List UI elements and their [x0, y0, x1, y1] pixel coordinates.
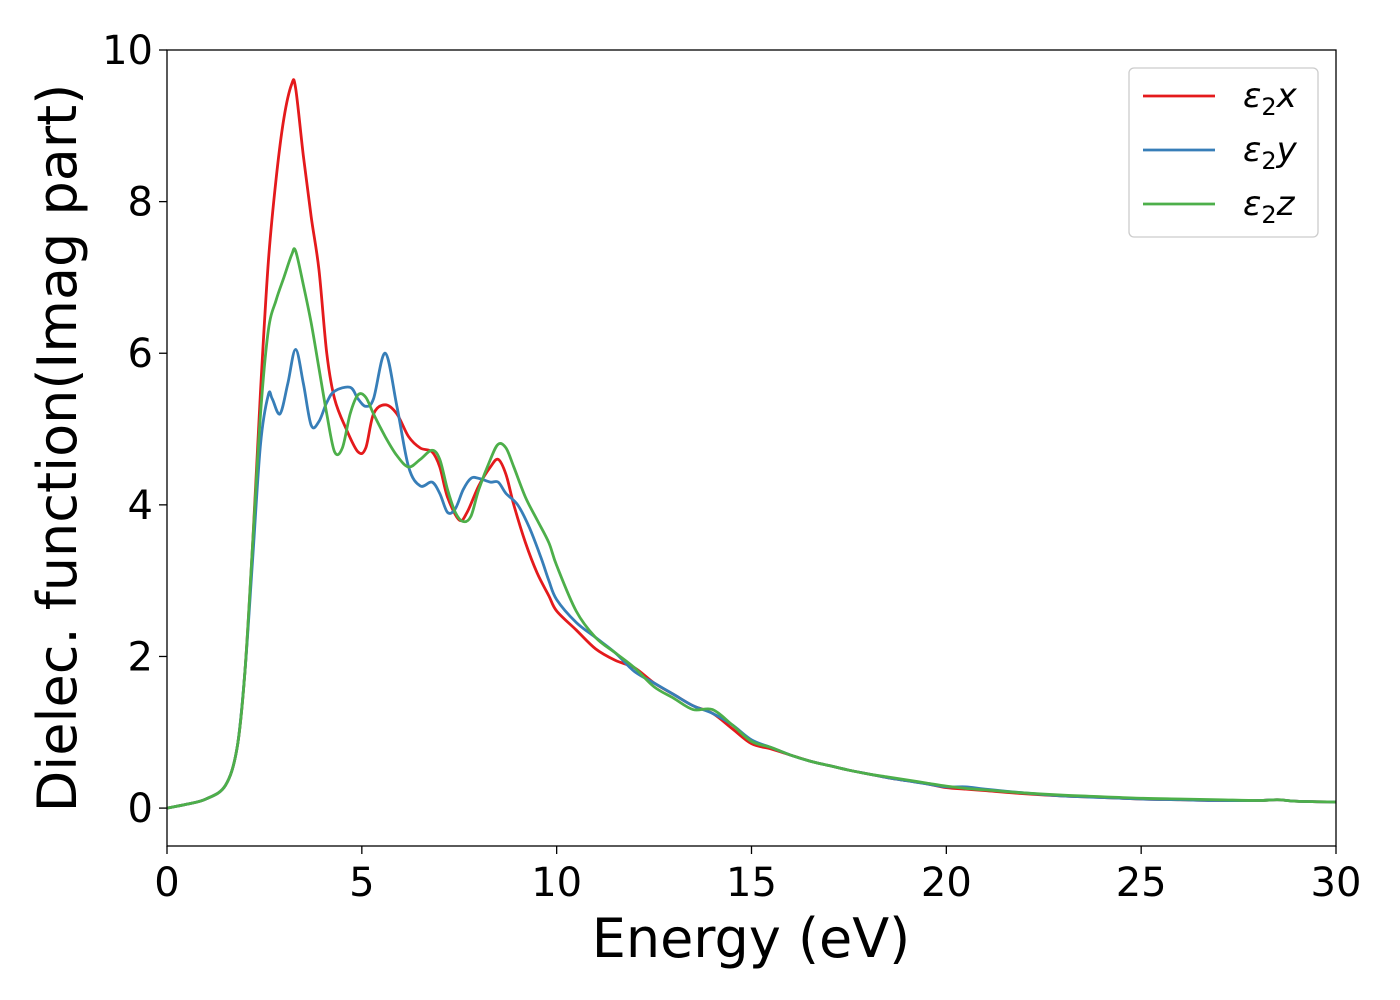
y-tick-label: 6	[128, 331, 153, 377]
x-tick-label: 25	[1116, 860, 1167, 906]
x-tick-label: 0	[154, 860, 179, 906]
x-tick-label: 30	[1311, 860, 1362, 906]
x-axis-title: Energy (eV)	[592, 907, 911, 970]
y-tick-label: 4	[128, 483, 153, 529]
y-tick-label: 2	[128, 634, 153, 680]
y-tick-label: 10	[102, 28, 153, 74]
x-tick-label: 5	[349, 860, 374, 906]
x-tick-label: 20	[921, 860, 972, 906]
y-tick-label: 8	[128, 180, 153, 226]
series-line-z	[166, 247, 1337, 810]
y-axis: 0 2 4 6 8 10	[102, 28, 167, 832]
y-axis-title: Dielec. function(Imag part)	[26, 84, 89, 813]
legend-label-z: ε2z	[1243, 184, 1296, 229]
x-tick-label: 15	[726, 860, 777, 906]
x-tick-label: 10	[531, 860, 582, 906]
legend-box	[1128, 67, 1319, 238]
legend-label-y: ε2y	[1243, 130, 1298, 175]
y-tick-label: 0	[128, 786, 153, 832]
legend: ε2x ε2y ε2z	[1128, 67, 1319, 238]
plot-lines	[166, 78, 1337, 810]
x-axis: 0 5 10 15 20 25 30	[154, 846, 1361, 906]
legend-label-x: ε2x	[1243, 76, 1298, 121]
